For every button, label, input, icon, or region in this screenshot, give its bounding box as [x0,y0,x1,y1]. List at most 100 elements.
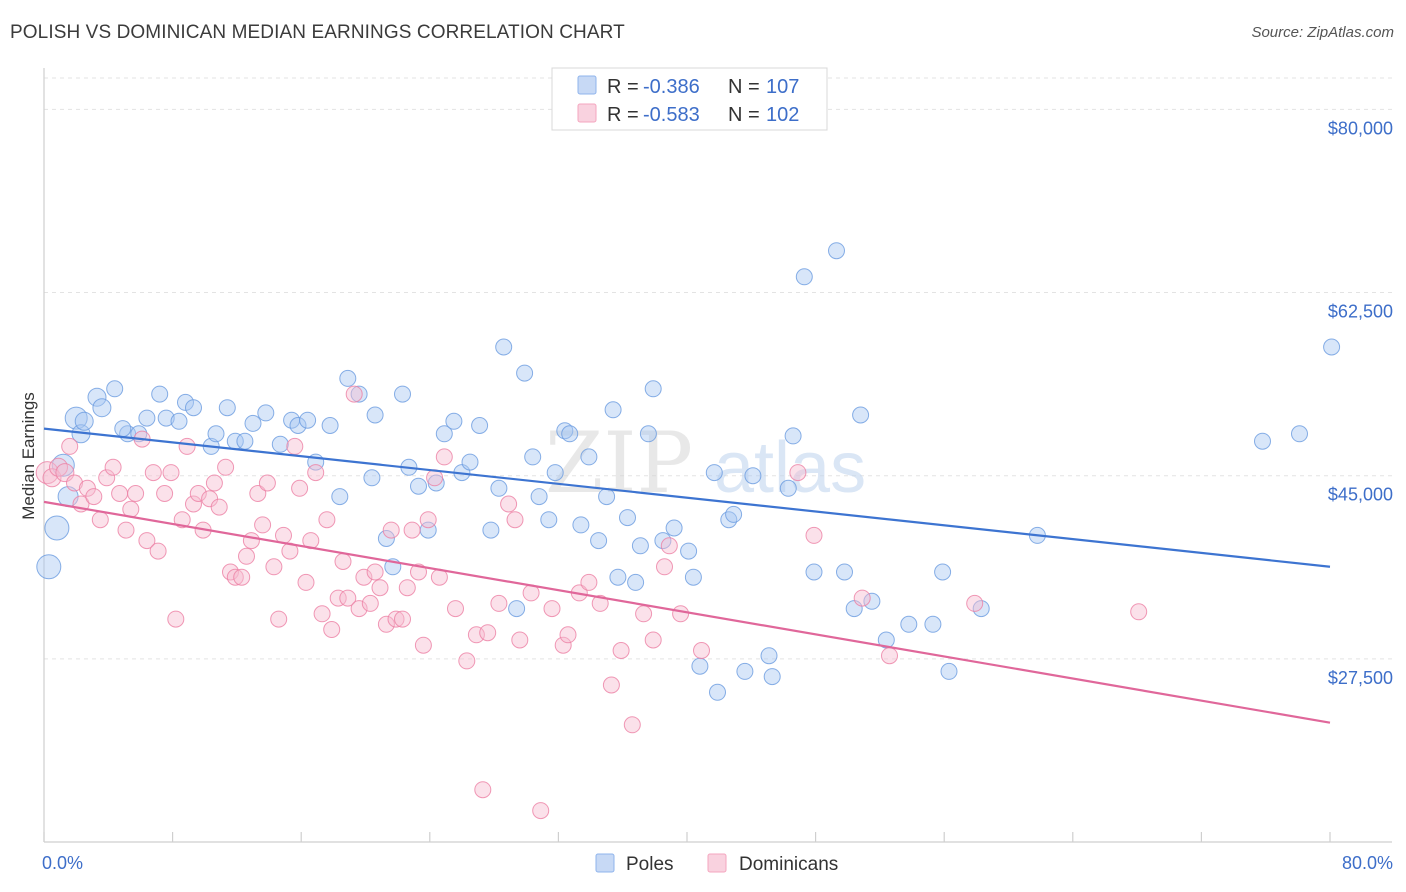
dominicans-point [238,547,255,565]
dominicans-point [490,594,508,612]
dominicans-point [511,631,529,649]
poles-point [1291,425,1308,443]
poles-trend-line [43,427,1331,568]
dominicans-point [156,485,174,502]
poles-point [299,411,317,429]
poles-point [639,425,657,443]
dominicans-point [61,437,79,455]
poles-point [805,563,823,581]
dominicans-point [149,542,167,560]
dominicans-point [377,615,395,633]
dominicans-point [178,437,196,455]
poles-point [665,519,683,537]
poles-point [763,668,781,686]
poles-point [218,399,236,417]
poles-point [87,387,107,407]
dominicans-point [242,532,260,550]
dominicans-point [410,563,427,581]
watermark-atlas: atlas [714,428,866,508]
dominicans-point [414,636,432,654]
dominicans-point [966,594,984,612]
poles-point [598,488,616,506]
dominicans-point [339,589,357,607]
top-legend-swatch-poles [577,75,597,95]
poles-point [257,404,275,422]
poles-point [236,432,254,450]
poles-point [495,338,513,356]
dominicans-trend-line [43,500,1331,724]
poles-point [590,532,608,550]
poles-point [244,414,262,432]
poles-point [92,398,112,418]
dominicans-point [138,532,156,550]
dominicans-point [345,385,363,403]
poles-point [524,448,542,466]
dominicans-point [635,605,653,623]
poles-point [363,469,381,487]
poles-point [394,385,411,403]
series-dominicans-points [35,385,1148,820]
poles-point [940,662,958,680]
dominicans-point [313,605,331,623]
poles-point [366,406,384,424]
dominicans-point [117,521,135,539]
poles-point [561,425,579,443]
top-legend-box [551,67,828,131]
dominicans-point [185,495,202,513]
poles-point [795,268,813,286]
dominicans-point [297,573,315,591]
dominicans-point [205,474,223,492]
dominicans-point [543,600,561,618]
poles-point [725,505,743,523]
dominicans-point [853,589,871,607]
dominicans-point [35,461,59,485]
poles-point [680,542,698,560]
dominicans-point [554,636,572,654]
poles-point [435,425,453,443]
poles-point [508,600,526,618]
dominicans-point [789,464,807,482]
top-legend-swatch-dominicans [577,103,597,123]
chart-title: POLISH VS DOMINICAN MEDIAN EARNINGS CORR… [10,22,625,43]
dominicans-point [249,485,267,502]
poles-point [604,401,622,419]
top-legend-n-label-poles: N = [728,76,765,98]
poles-point [461,453,479,471]
poles-point [852,406,870,424]
dominicans-point [334,553,352,570]
dominicans-point [474,781,492,799]
source-label: Source: ZipAtlas.com [1251,24,1394,41]
dominicans-point [591,594,609,612]
dominicans-point [91,511,109,529]
axes [43,68,1392,843]
poles-point [207,425,225,443]
poles-point [331,488,349,506]
dominicans-point [644,631,662,649]
dominicans-point [398,579,416,597]
y-tick-labels: $80,000 $62,500 $45,000 $27,500 [1328,118,1393,687]
y-tick-label: $62,500 [1328,302,1393,322]
poles-point [900,615,918,633]
poles-point [490,479,508,497]
poles-point [644,380,662,398]
poles-point [106,380,124,398]
poles-point [744,467,762,485]
dominicans-point [656,558,673,576]
dominicans-point [371,579,389,597]
poles-point [138,409,156,427]
dominicans-point [254,516,272,534]
dominicans-point [98,469,116,487]
dominicans-point [623,716,641,734]
poles-point [321,417,339,434]
dominicans-point [403,521,421,539]
poles-point [339,369,357,387]
y-axis-label: Median Earnings [19,392,38,520]
dominicans-point [210,498,228,516]
poles-point [709,683,726,701]
top-legend-r-label-dominicans: R = [607,104,644,126]
poles-point [1254,432,1271,450]
dominicans-point [361,594,379,612]
dominicans-point [532,802,550,820]
poles-point [863,592,881,610]
poles-point [445,412,463,430]
